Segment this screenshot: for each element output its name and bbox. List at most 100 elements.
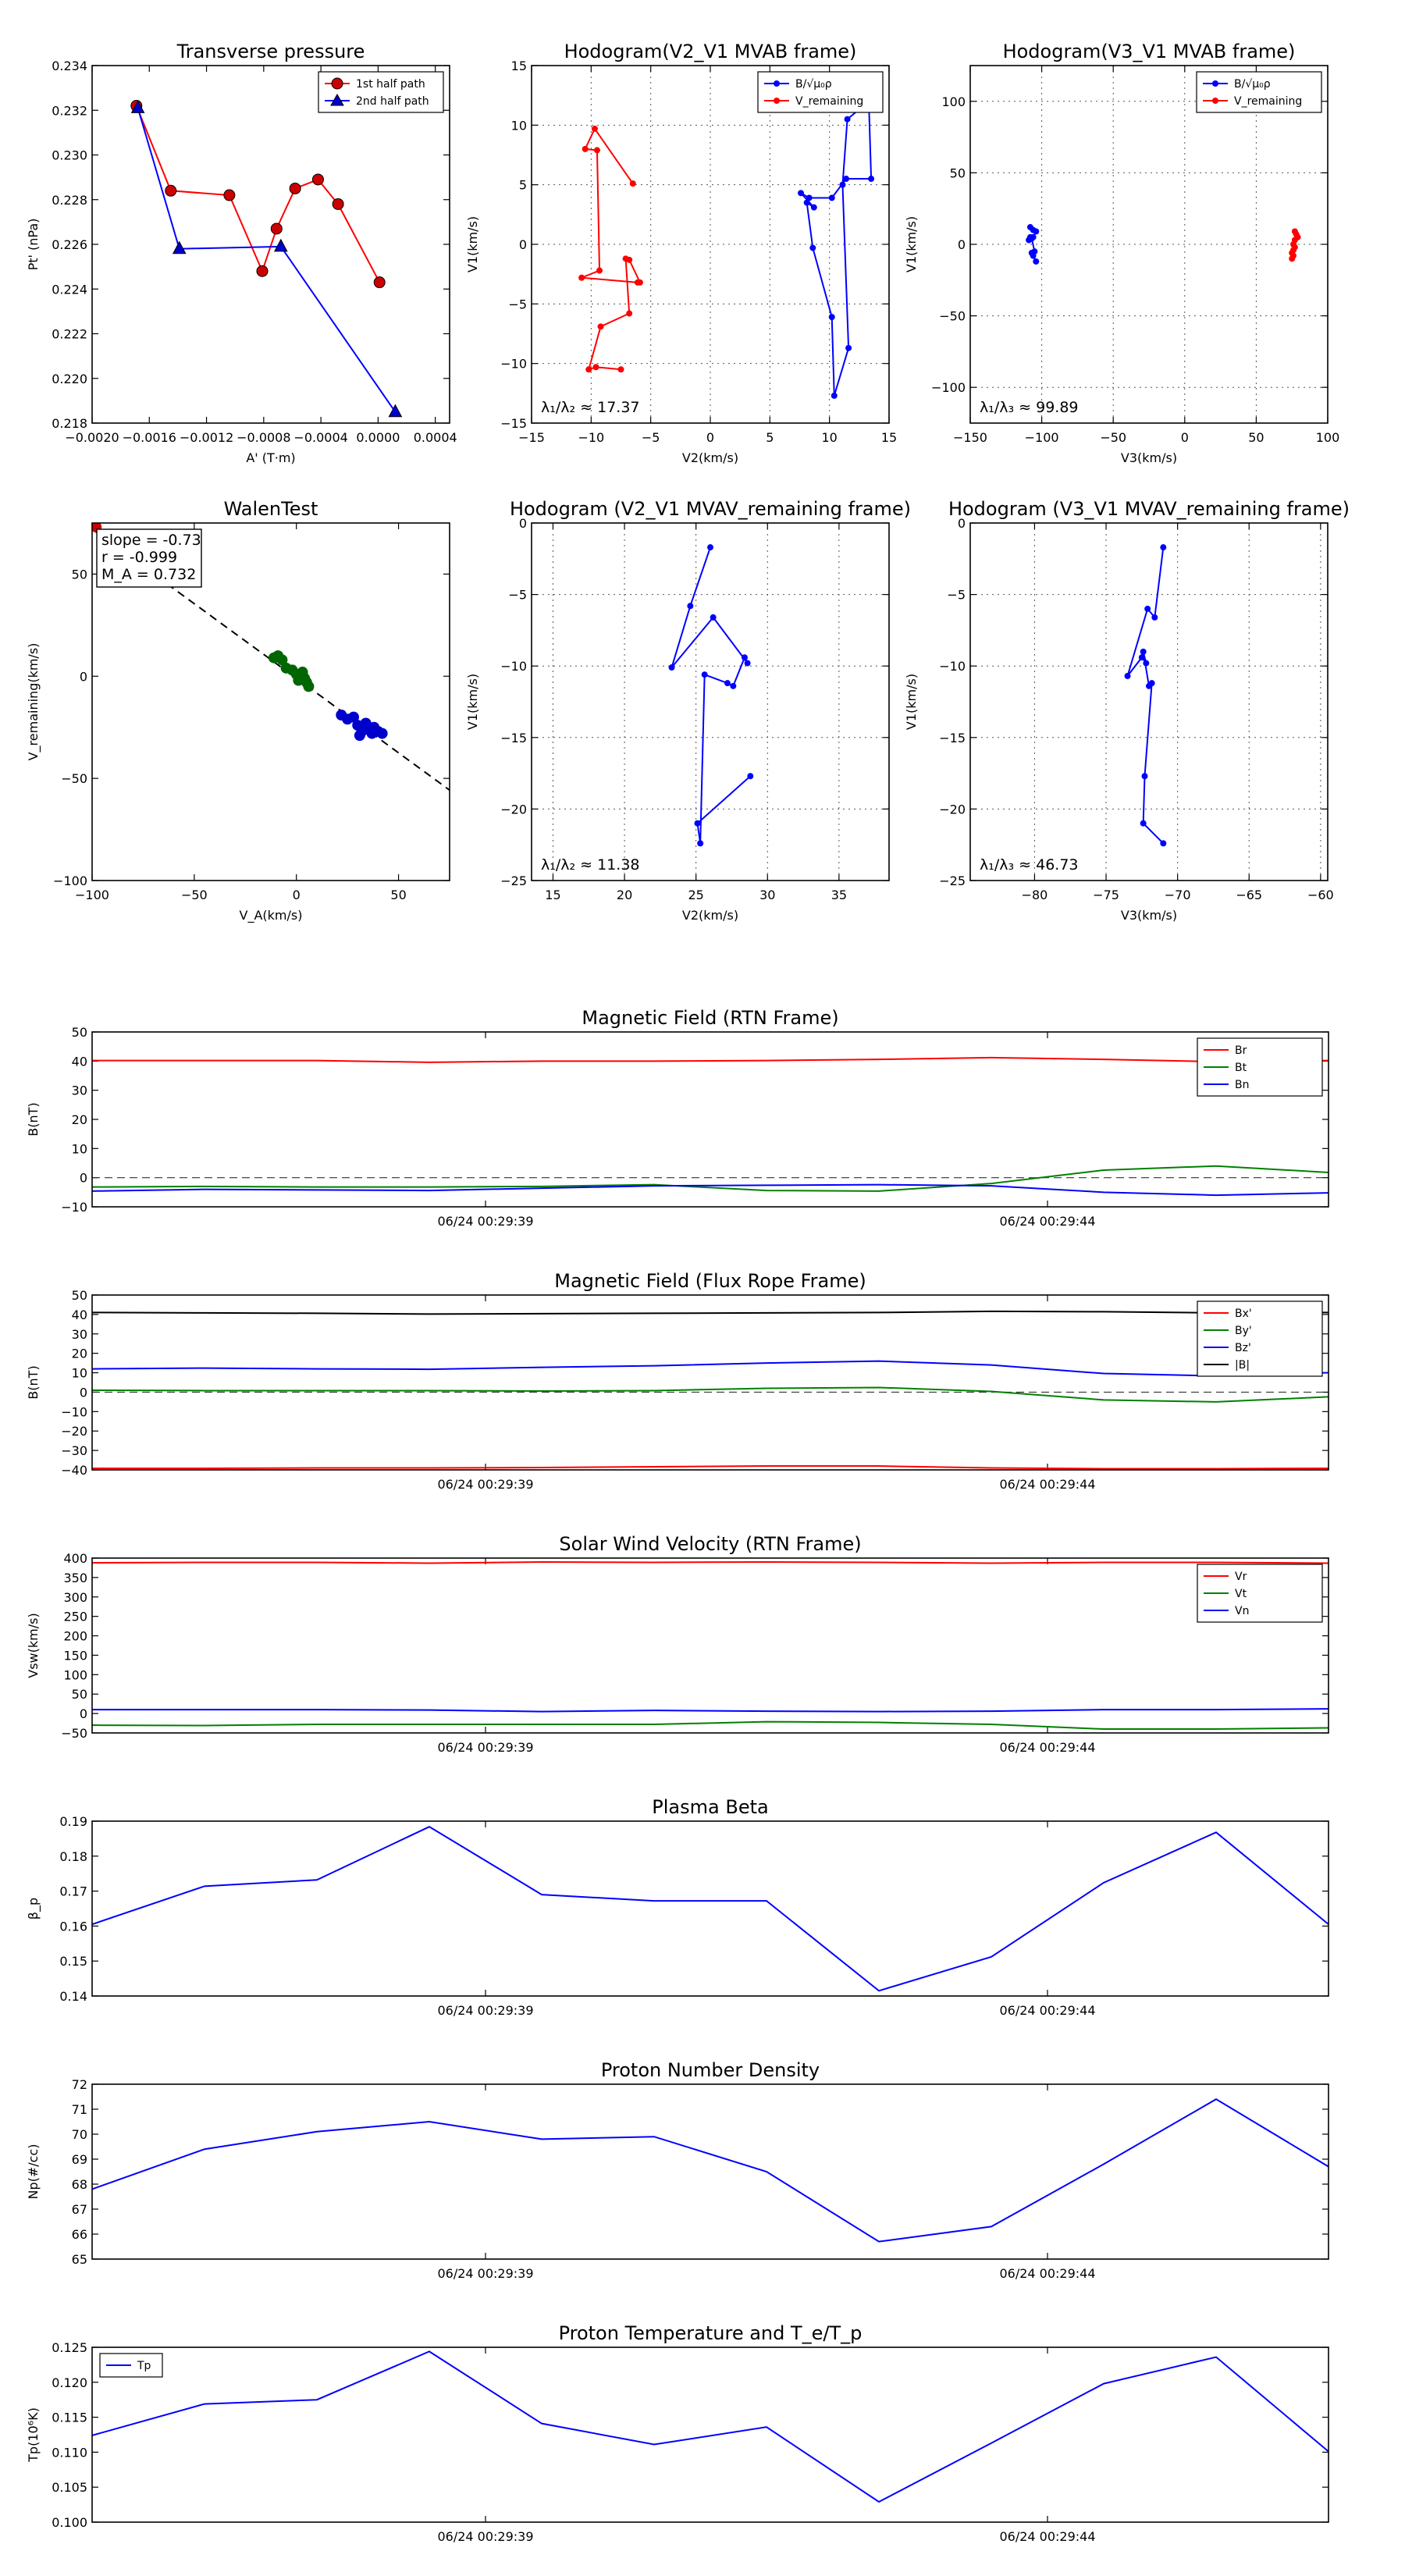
ratio-annotation: λ₁/λ₂ ≈ 17.37 — [541, 399, 640, 416]
legend: B/√μ₀ρ V_remaining — [1196, 71, 1322, 113]
legend-box — [757, 71, 884, 113]
y-tick-label: 200 — [63, 1629, 87, 1644]
y-tick-label: 0 — [80, 1385, 87, 1400]
y-tick-label: −10 — [61, 1404, 87, 1419]
axes-frame — [969, 522, 1329, 881]
y-tick-label: 50 — [72, 1025, 87, 1040]
y-tick-label: 40 — [72, 1054, 87, 1069]
point-end — [354, 730, 365, 742]
point — [388, 404, 403, 418]
y-axis-label: V1(km/s) — [904, 674, 919, 730]
y-tick-label: 40 — [72, 1308, 87, 1322]
plot-area — [1124, 544, 1167, 847]
y-tick-label: 30 — [72, 1327, 87, 1342]
chart-hodo_v2v1_mvav: Hodogram (V2_V1 MVAV_remaining frame) −25… — [465, 498, 911, 923]
x-tick-label: −0.0012 — [180, 430, 233, 445]
legend: Bx' By' Bz' |B| — [1197, 1300, 1323, 1377]
x-tick-label: 06/24 00:29:39 — [437, 2003, 533, 2018]
y-tick-label: −50 — [61, 1726, 87, 1741]
y-tick-label: 10 — [511, 118, 527, 133]
x-tick-label: 06/24 00:29:44 — [999, 2266, 1095, 2281]
x-axis-label: V3(km/s) — [1121, 450, 1177, 465]
y-tick-label: 0.218 — [52, 416, 87, 431]
y-tick-label: 0 — [519, 237, 527, 252]
chart-hodo_v2v1_mvab: Hodogram(V2_V1 MVAB frame) −15 −10 −5 0 5 10 15… — [465, 41, 897, 465]
point — [591, 125, 598, 132]
chart-title: Magnetic Field (Flux Rope Frame) — [554, 1270, 866, 1292]
ratio-annotation: λ₁/λ₃ ≈ 99.89 — [980, 399, 1079, 416]
point-middle — [297, 668, 308, 680]
x-axis-label: V_A(km/s) — [240, 908, 303, 923]
legend-label: V_remaining — [795, 95, 863, 108]
y-tick-label: 0.226 — [52, 237, 87, 252]
chart-title: Hodogram(V3_V1 MVAB frame) — [1003, 41, 1296, 62]
series-line-Bn — [92, 1183, 1329, 1197]
chart-title: Transverse pressure — [176, 41, 365, 62]
point — [593, 147, 600, 154]
point — [1160, 840, 1167, 847]
point — [582, 145, 589, 152]
y-tick-label: 0.15 — [59, 1954, 87, 1969]
chart-title: Solar Wind Velocity (RTN Frame) — [559, 1533, 861, 1555]
y-tick-label: −10 — [939, 659, 966, 674]
y-tick-label: 0.105 — [52, 2480, 87, 2495]
x-tick-label: 10 — [821, 430, 837, 445]
point — [1141, 773, 1148, 780]
x-tick-label: 0 — [293, 888, 301, 902]
y-tick-label: −15 — [939, 731, 966, 745]
x-tick-label: 06/24 00:29:39 — [437, 1477, 533, 1492]
chart-transverse: Transverse pressure 0.218 0.220 0.222 0.224 0… — [26, 41, 457, 465]
legend-marker — [330, 93, 344, 106]
y-tick-label: −50 — [939, 309, 966, 324]
point — [617, 366, 624, 373]
x-tick-label: −65 — [1236, 888, 1262, 902]
stats-line: r = -0.999 — [101, 549, 177, 566]
point-middle — [276, 654, 288, 666]
y-tick-label: 71 — [72, 2102, 87, 2117]
plot-area — [92, 1056, 1329, 1197]
y-tick-label: −20 — [939, 802, 966, 817]
legend-label: B/√μ₀ρ — [1234, 78, 1271, 91]
point — [596, 267, 603, 274]
chart-title: Proton Number Density — [601, 2059, 820, 2081]
legend-label: |B| — [1235, 1359, 1250, 1372]
legend-label: Vr — [1235, 1571, 1247, 1583]
y-tick-label: 66 — [72, 2227, 87, 2242]
x-tick-label: −15 — [518, 430, 545, 445]
point — [744, 660, 751, 667]
point-end — [360, 717, 372, 729]
y-axis-label: V1(km/s) — [465, 674, 480, 730]
legend-label: Bn — [1235, 1079, 1249, 1091]
point — [831, 392, 838, 399]
x-tick-label: 06/24 00:29:44 — [999, 1740, 1095, 1755]
y-tick-label: 0.234 — [52, 59, 87, 73]
y-tick-label: 0.14 — [59, 1989, 87, 2004]
y-tick-label: 20 — [72, 1347, 87, 1361]
chart-hodo_v3v1_mvav: Hodogram (V3_V1 MVAV_remaining frame) −25… — [904, 498, 1350, 923]
point — [806, 194, 813, 201]
point — [1140, 820, 1147, 827]
legend-marker — [1212, 80, 1218, 87]
y-tick-label: 300 — [63, 1590, 87, 1605]
x-tick-label: 0 — [706, 430, 714, 445]
y-tick-label: 50 — [72, 567, 87, 582]
point — [1289, 255, 1296, 262]
x-tick-label: −70 — [1165, 888, 1191, 902]
chart-title: WalenTest — [224, 498, 318, 520]
chart-mag_fr: Magnetic Field (Flux Rope Frame) −40 −30 −2… — [26, 1270, 1329, 1492]
y-tick-label: 50 — [950, 165, 966, 180]
x-tick-label: 15 — [545, 888, 560, 902]
y-tick-label: −20 — [500, 802, 527, 817]
point — [809, 244, 816, 251]
x-tick-label: −0.0008 — [237, 430, 290, 445]
y-axis-label: Pt' (nPa) — [26, 219, 41, 271]
point — [130, 100, 145, 113]
point — [626, 310, 633, 317]
y-tick-label: 250 — [63, 1610, 87, 1624]
point — [165, 184, 177, 197]
stats-box — [96, 528, 202, 588]
x-tick-label: 50 — [390, 888, 406, 902]
y-tick-label: 15 — [511, 59, 527, 73]
chart-beta: Plasma Beta 0.14 0.15 0.16 0.17 0.18 0.19 06/24… — [26, 1796, 1329, 2018]
y-tick-label: 10 — [72, 1141, 87, 1156]
